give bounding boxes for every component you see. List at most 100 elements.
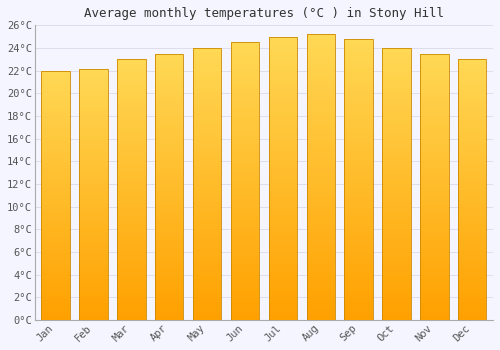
Bar (458, 146, 486, 150)
Bar (344, 100, 373, 104)
Bar (382, 180, 410, 184)
Bar (344, 72, 373, 76)
Bar (344, 161, 373, 165)
Bar (79, 103, 108, 107)
Bar (420, 222, 448, 227)
Bar (458, 181, 486, 185)
Bar (230, 126, 259, 130)
Bar (42, 295, 70, 299)
Bar (268, 65, 297, 70)
Bar (420, 54, 448, 320)
Bar (117, 138, 145, 142)
Bar (458, 224, 486, 229)
Bar (79, 261, 108, 266)
Bar (382, 48, 410, 320)
Bar (344, 296, 373, 301)
Bar (306, 106, 335, 111)
Bar (42, 229, 70, 233)
Bar (230, 84, 259, 89)
Bar (268, 240, 297, 244)
Bar (117, 59, 145, 64)
Bar (344, 212, 373, 217)
Bar (458, 177, 486, 181)
Bar (458, 168, 486, 172)
Bar (382, 80, 410, 84)
Bar (117, 194, 145, 198)
Bar (382, 189, 410, 193)
Bar (344, 114, 373, 119)
Bar (193, 107, 222, 111)
Bar (79, 207, 108, 211)
Bar (268, 211, 297, 216)
Bar (268, 202, 297, 206)
Bar (42, 178, 70, 183)
Bar (42, 220, 70, 224)
Bar (117, 185, 145, 190)
Bar (420, 293, 448, 298)
Bar (344, 287, 373, 292)
Bar (420, 307, 448, 311)
Bar (117, 285, 145, 289)
Bar (155, 275, 184, 280)
Bar (193, 257, 222, 261)
Bar (193, 170, 222, 175)
Bar (155, 182, 184, 187)
Bar (306, 82, 335, 87)
Bar (42, 266, 70, 270)
Bar (344, 58, 373, 62)
Bar (42, 87, 70, 91)
Bar (306, 163, 335, 168)
Bar (79, 166, 108, 170)
Bar (382, 111, 410, 116)
Bar (344, 53, 373, 58)
Bar (344, 250, 373, 254)
Bar (306, 191, 335, 196)
Bar (230, 61, 259, 65)
Bar (306, 244, 335, 248)
Bar (42, 245, 70, 249)
Bar (268, 70, 297, 75)
Bar (420, 275, 448, 280)
Bar (344, 268, 373, 273)
Bar (117, 246, 145, 251)
Bar (155, 164, 184, 169)
Bar (230, 116, 259, 121)
Bar (230, 306, 259, 311)
Bar (458, 207, 486, 211)
Bar (193, 148, 222, 152)
Bar (458, 116, 486, 120)
Bar (79, 94, 108, 99)
Bar (155, 178, 184, 182)
Bar (230, 223, 259, 228)
Bar (458, 59, 486, 64)
Bar (420, 103, 448, 107)
Bar (230, 251, 259, 255)
Bar (155, 156, 184, 160)
Bar (306, 153, 335, 158)
Bar (344, 217, 373, 222)
Bar (344, 231, 373, 236)
Bar (155, 196, 184, 200)
Bar (79, 136, 108, 140)
Bar (42, 282, 70, 287)
Bar (42, 108, 70, 112)
Bar (230, 241, 259, 246)
Bar (193, 284, 222, 288)
Bar (268, 79, 297, 84)
Bar (79, 82, 108, 86)
Bar (193, 202, 222, 206)
Bar (230, 218, 259, 223)
Bar (268, 117, 297, 121)
Bar (155, 307, 184, 311)
Bar (193, 75, 222, 80)
Bar (268, 51, 297, 56)
Bar (420, 160, 448, 164)
Bar (79, 74, 108, 78)
Bar (344, 282, 373, 287)
Bar (382, 143, 410, 148)
Bar (420, 187, 448, 191)
Bar (382, 311, 410, 315)
Bar (193, 275, 222, 279)
Bar (382, 234, 410, 238)
Bar (306, 258, 335, 263)
